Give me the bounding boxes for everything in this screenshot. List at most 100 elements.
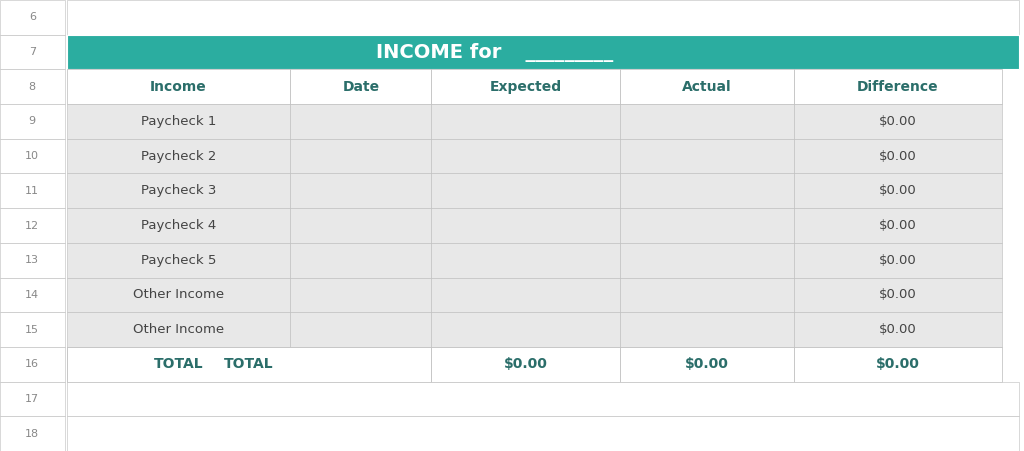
Text: TOTAL: TOTAL [154,357,204,371]
Bar [795,312,1001,347]
Bar [0,312,65,347]
Text: Actual: Actual [682,80,732,94]
Bar [795,208,1001,243]
Bar [620,312,795,347]
Bar [291,277,431,312]
Bar [0,277,65,312]
Bar [67,139,291,174]
Text: $0.00: $0.00 [879,150,916,163]
Text: $0.00: $0.00 [504,357,548,371]
Bar [0,104,65,139]
Bar [291,104,431,139]
Bar [291,347,431,382]
Text: 18: 18 [26,428,39,439]
Bar [795,139,1001,174]
Text: Income: Income [151,80,207,94]
Text: TOTAL: TOTAL [224,357,273,371]
Text: Difference: Difference [857,80,939,94]
Bar [795,174,1001,208]
Text: 11: 11 [26,186,39,196]
Bar [0,347,65,382]
Bar [620,69,795,104]
Text: 10: 10 [26,151,39,161]
Text: Expected: Expected [489,80,561,94]
Text: Paycheck 4: Paycheck 4 [141,219,216,232]
Text: Date: Date [342,80,379,94]
Bar [795,277,1001,312]
Bar [0,69,65,104]
Text: $0.00: $0.00 [879,115,916,128]
Bar [291,312,431,347]
Bar [620,208,795,243]
Text: 9: 9 [29,116,36,126]
Bar [795,243,1001,277]
Bar [795,69,1001,104]
Bar [431,208,620,243]
Text: Paycheck 2: Paycheck 2 [140,150,216,163]
Bar [431,104,620,139]
Text: $0.00: $0.00 [879,184,916,197]
Bar [291,243,431,277]
Text: 13: 13 [26,255,39,265]
Text: $0.00: $0.00 [879,288,916,301]
Bar [291,174,431,208]
Text: $0.00: $0.00 [685,357,729,371]
Bar [431,139,620,174]
Bar [795,104,1001,139]
Bar [431,69,620,104]
Bar [0,382,65,416]
Bar [67,208,291,243]
Bar [431,312,620,347]
Bar [431,174,620,208]
Text: $0.00: $0.00 [876,357,920,371]
Text: 16: 16 [26,359,39,369]
Bar [0,208,65,243]
Text: INCOME for: INCOME for [377,42,502,61]
Bar [67,382,1019,416]
Bar [67,104,291,139]
Bar [67,0,1019,35]
Bar [620,104,795,139]
Text: Paycheck 1: Paycheck 1 [140,115,216,128]
Text: Other Income: Other Income [133,323,224,336]
Bar [67,347,291,382]
Bar [0,139,65,174]
Text: Paycheck 5: Paycheck 5 [140,254,216,267]
Text: 14: 14 [26,290,39,300]
Bar [620,277,795,312]
Bar [67,277,291,312]
Text: Other Income: Other Income [133,288,224,301]
Bar [291,208,431,243]
Bar [0,416,65,451]
Bar [0,0,65,35]
Bar [431,277,620,312]
Text: $0.00: $0.00 [879,254,916,267]
Bar [620,139,795,174]
Bar [431,243,620,277]
Bar [67,69,291,104]
Text: 6: 6 [29,12,36,23]
Text: Paycheck 3: Paycheck 3 [140,184,216,197]
Bar [67,416,1019,451]
Bar [0,243,65,277]
Bar [620,243,795,277]
Bar [67,243,291,277]
Text: $0.00: $0.00 [879,219,916,232]
Bar [0,174,65,208]
Bar [0,35,65,69]
Text: 15: 15 [26,325,39,335]
Text: 17: 17 [26,394,39,404]
Bar [67,174,291,208]
Bar [620,174,795,208]
Text: _________: _________ [512,42,613,61]
Text: 12: 12 [26,221,39,230]
Text: 7: 7 [29,47,36,57]
Text: 8: 8 [29,82,36,92]
Bar [291,139,431,174]
Text: $0.00: $0.00 [879,323,916,336]
Bar [67,35,1019,69]
Bar [291,69,431,104]
Bar [431,347,620,382]
Bar [620,347,795,382]
Bar [795,347,1001,382]
